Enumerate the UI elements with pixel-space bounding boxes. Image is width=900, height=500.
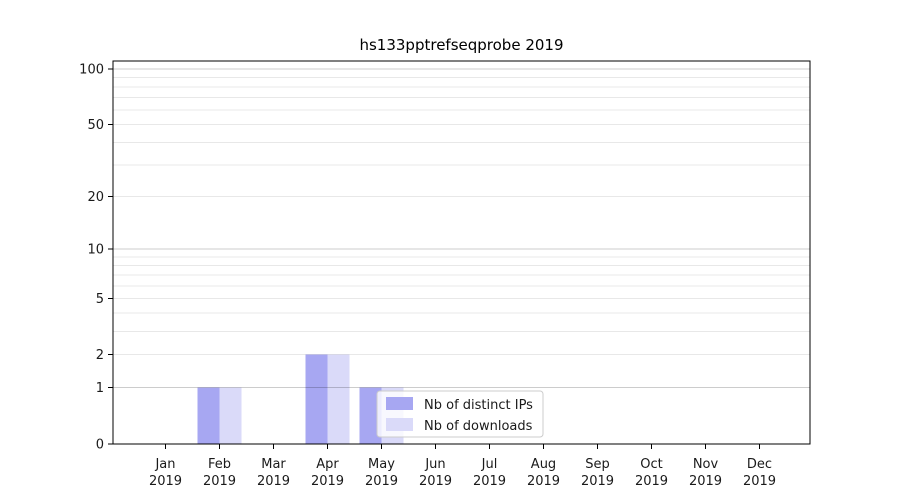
x-axis-tick-label-month: Dec [747, 457, 772, 472]
bar-distinct-ips [359, 387, 382, 444]
x-axis-tick-label-month: Jul [481, 457, 498, 472]
y-axis-tick-label: 50 [87, 118, 104, 133]
x-axis-tick-label-year: 2019 [149, 474, 182, 489]
x-axis-tick-label-year: 2019 [311, 474, 344, 489]
y-axis-tick-label: 2 [96, 348, 104, 363]
x-axis-tick-label-month: Apr [316, 457, 339, 472]
x-axis-tick-label-month: Aug [531, 457, 556, 472]
x-axis-tick-label-month: Sep [585, 457, 610, 472]
y-axis: 0 1 2 5 10 20 50 100 [79, 63, 113, 453]
y-axis-tick-label: 5 [96, 292, 104, 307]
x-axis-tick-label-year: 2019 [635, 474, 668, 489]
x-axis-tick-label-year: 2019 [473, 474, 506, 489]
y-axis-tick-label: 0 [96, 438, 104, 453]
bars [197, 354, 404, 444]
plot-border [112, 60, 811, 445]
x-axis-tick-label-year: 2019 [257, 474, 290, 489]
x-axis-tick-label-year: 2019 [743, 474, 776, 489]
x-axis-tick-label-month: Nov [693, 457, 719, 472]
legend-swatch-distinct-ips [386, 397, 413, 410]
x-axis-tick-label-year: 2019 [419, 474, 452, 489]
chart-title: hs133pptrefseqprobe 2019 [359, 36, 564, 54]
x-axis-tick-label-month: Oct [640, 457, 662, 472]
gridlines [113, 68, 810, 389]
legend-label-downloads: Nb of downloads [424, 419, 533, 434]
legend-swatch-downloads [386, 418, 413, 431]
legend: Nb of distinct IPs Nb of downloads [376, 390, 544, 438]
x-axis-tick-label-month: Jun [424, 457, 445, 472]
y-axis-tick-label: 20 [87, 190, 104, 205]
y-axis-tick-label: 100 [79, 63, 104, 78]
x-axis-tick-label-year: 2019 [689, 474, 722, 489]
x-axis-tick-label-year: 2019 [365, 474, 398, 489]
x-axis-tick-label-month: Feb [208, 457, 231, 472]
x-axis-tick-label-month: May [368, 457, 395, 472]
y-axis-tick-label: 10 [87, 243, 104, 258]
legend-box [376, 390, 544, 438]
bar-distinct-ips [305, 354, 328, 444]
bar-distinct-ips [197, 387, 220, 444]
bar-downloads [219, 387, 242, 444]
x-axis-tick-label-month: Jan [154, 457, 175, 472]
x-axis-tick-label-year: 2019 [581, 474, 614, 489]
legend-label-distinct-ips: Nb of distinct IPs [424, 398, 533, 413]
x-axis: Jan 2019 Feb 2019 Mar 2019 Apr 2019 May 2019 Jun 20… [149, 444, 776, 489]
bar-downloads [327, 354, 350, 444]
x-axis-tick-label-year: 2019 [203, 474, 236, 489]
x-axis-tick-label-month: Mar [261, 457, 286, 472]
x-axis-tick-label-year: 2019 [527, 474, 560, 489]
y-axis-tick-label: 1 [96, 381, 104, 396]
